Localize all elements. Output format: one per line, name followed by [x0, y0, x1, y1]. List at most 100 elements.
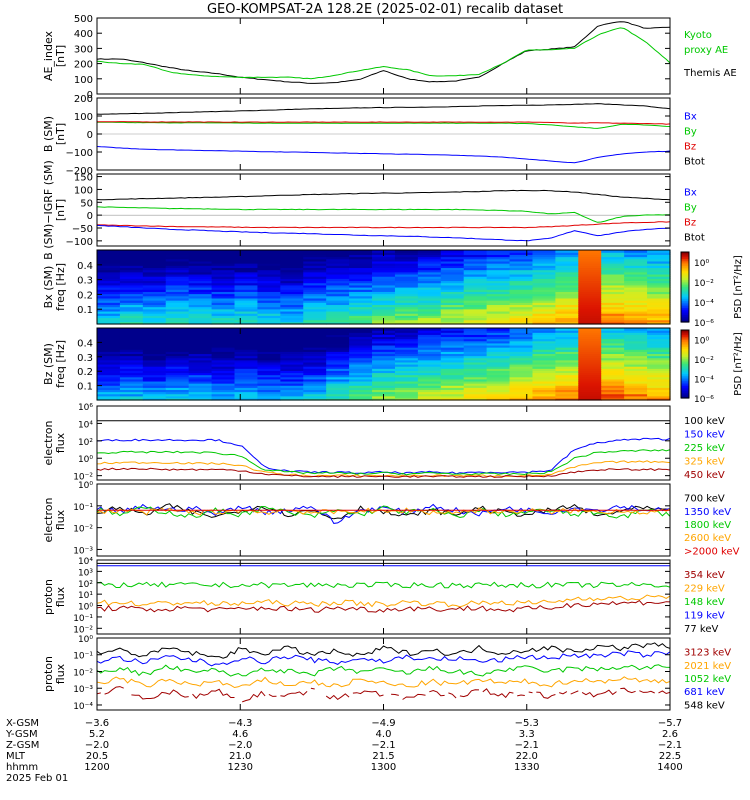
spectrogram-cell — [486, 308, 511, 312]
spectrogram-cell — [578, 334, 602, 338]
spectrogram-cell — [463, 254, 488, 258]
spectrogram-cell — [532, 330, 556, 333]
spectrogram-cell — [624, 317, 648, 321]
spectrogram-cell — [601, 250, 625, 253]
spectrogram-cell — [211, 364, 236, 367]
spectrogram-cell — [601, 293, 625, 297]
spectrogram-cell — [440, 295, 465, 299]
spectrogram-cell — [440, 269, 465, 273]
spectrogram-cell — [601, 351, 625, 355]
spectrogram-cell — [349, 389, 373, 393]
spectrogram-cell — [211, 284, 236, 288]
legend-entry: Kyoto — [684, 30, 712, 41]
spectrogram-cell — [578, 295, 602, 299]
spectrogram-cell — [417, 293, 442, 297]
spectrogram-cell — [555, 366, 579, 369]
spectrogram-cell — [188, 269, 213, 273]
spectrogram-cell — [417, 310, 442, 314]
spectrogram-cell — [486, 334, 511, 338]
spectrogram-cell — [555, 361, 579, 365]
spectrogram-cell — [578, 306, 602, 310]
spectrogram-cell — [211, 321, 236, 325]
colorbar-segment — [681, 353, 689, 357]
spectrogram-cell — [188, 349, 213, 352]
spectrogram-cell — [234, 389, 259, 393]
spectrogram-cell — [532, 278, 556, 282]
spectrogram-cell — [578, 282, 602, 286]
spectrogram-cell — [97, 321, 121, 325]
spectrogram-cell — [142, 332, 167, 335]
spectrogram-cell — [188, 361, 213, 365]
spectrogram-cell — [188, 252, 213, 255]
spectrogram-cell — [394, 338, 419, 342]
spectrogram-cell — [601, 302, 625, 306]
spectrogram-cell — [509, 319, 534, 323]
spectrogram-cell — [211, 397, 236, 401]
spectrogram-cell — [624, 258, 648, 262]
spectrogram-cell — [303, 289, 327, 292]
spectrogram-cell — [211, 387, 236, 391]
x-axis-tick-value: 4.6 — [232, 729, 248, 740]
spectrogram-cell — [578, 267, 602, 271]
spectrogram-cell — [211, 304, 236, 308]
spectrogram-cell — [165, 389, 190, 393]
spectrogram-cell — [417, 376, 442, 380]
colorbar-segment — [681, 333, 689, 336]
colorbar-segment — [681, 396, 689, 399]
spectrogram-cell — [624, 271, 648, 275]
spectrogram-cell — [463, 276, 488, 279]
spectrogram-cell — [257, 340, 281, 344]
spectrogram-cell — [647, 391, 671, 395]
spectrogram-cell — [555, 297, 579, 301]
spectrogram-cell — [440, 271, 465, 275]
panel-frame — [96, 483, 671, 557]
spectrogram-cell — [165, 308, 190, 312]
spectrogram-cell — [601, 334, 625, 338]
spectrogram-cell — [165, 380, 190, 384]
y-tick-label: 400 — [74, 29, 93, 40]
legend-entry: 354 keV — [684, 570, 725, 581]
spectrogram-cell — [303, 366, 327, 369]
x-axis-row-label: Y-GSM — [5, 729, 38, 740]
legend-entry: 100 keV — [684, 416, 725, 427]
spectrogram-cell — [349, 349, 373, 352]
spectrogram-cell — [440, 349, 465, 352]
spectrogram-cell — [280, 263, 304, 266]
spectrogram-cell — [349, 351, 373, 355]
spectrogram-cell — [119, 359, 144, 363]
colorbar-segment — [681, 348, 689, 351]
spectrogram-cell — [394, 383, 419, 386]
colorbar-segment — [681, 369, 689, 372]
spectrogram-cell — [532, 397, 556, 401]
spectrogram-cell — [555, 357, 579, 361]
spectrogram-cell — [440, 393, 465, 397]
spectrogram-cell — [463, 308, 488, 312]
spectrogram-cell — [417, 291, 442, 295]
spectrogram-cell — [349, 334, 373, 338]
spectrogram-cell — [647, 287, 671, 290]
spectrogram-cell — [119, 357, 144, 361]
spectrogram-cell — [165, 258, 190, 262]
spectrogram-cell — [142, 374, 167, 378]
spectrogram-cell — [486, 304, 511, 308]
spectrogram-cell — [394, 313, 419, 316]
colorbar-segment — [681, 392, 689, 396]
spectrogram-cell — [509, 304, 534, 308]
spectrogram-cell — [624, 378, 648, 382]
spectrogram-cell — [624, 302, 648, 306]
spectrogram-cell — [394, 380, 419, 384]
spectrogram-cell — [257, 376, 281, 380]
spectrogram-cell — [417, 302, 442, 306]
spectrogram-cell — [257, 342, 281, 346]
x-axis-tick-value: −2.1 — [515, 740, 539, 751]
spectrogram-cell — [532, 351, 556, 355]
spectrogram-cell — [509, 372, 534, 376]
spectrogram-cell — [280, 271, 304, 275]
colorbar-segment — [681, 377, 689, 380]
spectrogram-cell — [257, 267, 281, 271]
spectrogram-cell — [234, 282, 259, 286]
spectrogram-cell — [165, 293, 190, 297]
